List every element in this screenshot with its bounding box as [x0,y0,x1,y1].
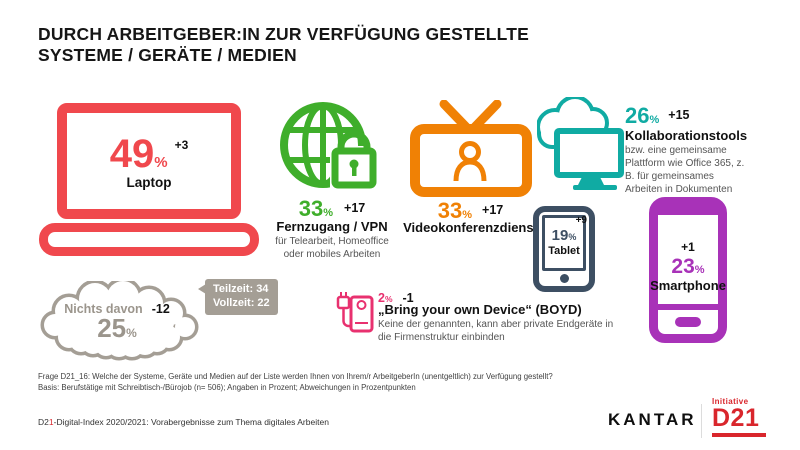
none-of-these-group: Nichts davon -12 25% [33,281,201,365]
cloud-outline-icon [40,281,199,361]
globe-lock-icon [280,102,378,190]
source-rest: -Digital-Index 2020/2021: Vorabergebniss… [53,417,329,427]
vpn-stat: 33% +17 [268,196,396,222]
video-percent-sign: % [462,209,473,221]
callout-line2: Vollzeit: 22 [213,297,270,310]
title-line1: DURCH ARBEITGEBER:IN ZUR VERFÜGUNG GESTE… [38,24,530,44]
none-label: Nichts davon [64,302,143,316]
vpn-percent-sign: % [323,207,334,219]
laptop-stat: 49% +3 Laptop [59,134,239,190]
video-label: Videokonferenzdienst [403,220,538,235]
logo-divider [701,404,702,438]
parttime-fulltime-callout: Teilzeit: 34 Vollzeit: 22 [198,279,278,315]
tv-person-icon [410,100,532,197]
video-stat: 33% +17 [418,198,523,224]
callout-line1: Teilzeit: 34 [213,283,269,295]
cloud-monitor-icon [537,97,624,190]
phone-charger-icon [336,292,374,333]
vpn-delta: +17 [344,201,366,216]
smartphone-value: 23 [671,254,695,278]
tablet-delta: +9 [575,215,587,226]
tablet-label: Tablet [548,244,580,257]
none-value-row: 25% [33,313,201,344]
video-delta: +17 [482,203,504,218]
laptop-icon [57,103,241,219]
smartphone-delta: +1 [681,240,695,254]
collab-stat: 26% +15 [625,103,689,129]
none-percent-sign: % [126,326,137,340]
smartphone-label: Smartphone [650,277,726,293]
none-stat-row: Nichts davon -12 [33,300,201,318]
tablet-frame [533,206,595,292]
video-value: 33 [437,198,463,223]
laptop-delta: +3 [174,138,189,152]
d21-logo-main-text: D21 [712,404,760,432]
source-red-digit: 1 [48,417,54,427]
footnote: Frage D21_16: Welche der Systeme, Geräte… [38,371,553,394]
none-value: 25 [97,313,127,343]
byod-delta: -1 [402,291,414,305]
tablet-percent-sign: % [568,232,577,242]
collab-delta: +15 [668,108,690,123]
source-prefix: D2 [38,417,49,427]
collab-label: Kollaborationstools [625,128,748,143]
byod-stat: 2% -1 [378,289,414,307]
kantar-logo: KANTAR [608,410,697,429]
vpn-value: 33 [298,196,324,221]
byod-sublabel: Keine der genannten, kann aber private E… [378,319,614,343]
smartphone-frame [649,197,727,343]
byod-value: 2 [378,291,385,305]
initiative-d21-logo: Initiative D21 [712,397,766,437]
byod-label: „Bring your own Device“ (BOYD) [378,302,582,317]
none-delta: -12 [151,302,170,316]
laptop-base-icon [39,223,259,256]
smartphone-stat: +1 23% Smartphone [647,240,729,294]
page-title: DURCH ARBEITGEBER:IN ZUR VERFÜGUNG GESTE… [38,24,529,66]
laptop-value: 49 [109,132,155,176]
laptop-label: Laptop [126,175,172,190]
tablet-home-button-icon [559,274,569,283]
smartphone-percent-sign: % [694,263,705,276]
tablet-stat: 19% Tablet [533,227,595,257]
smartphone-divider [657,304,719,310]
vpn-sublabel: für Telearbeit, Homeoffice oder mobiles … [275,236,389,260]
collab-value: 26 [625,103,650,128]
tablet-icon: +9 19% Tablet [533,206,595,292]
collab-percent-sign: % [649,114,660,126]
source-line: D21-Digital-Index 2020/2021: Vorabergebn… [38,417,329,427]
byod-percent-sign: % [384,294,393,304]
smartphone-icon: +1 23% Smartphone [649,197,727,343]
smartphone-home-button-icon [675,317,701,327]
footnote-basis: Basis: Berufstätige mit Schreibtisch-/Bü… [38,383,416,393]
d21-logo-underline [712,433,766,437]
tablet-screen [542,215,586,271]
laptop-percent-sign: % [154,154,168,171]
tablet-value: 19 [551,227,569,244]
footnote-question: Frage D21_16: Welche der Systeme, Geräte… [38,372,553,381]
title-line2: SYSTEME / GERÄTE / MEDIEN [38,45,297,65]
d21-logo-initiative-text: Initiative [712,397,749,406]
smartphone-speaker-band [657,205,719,215]
collab-sublabel: bzw. eine gemeinsame Plattform wie Offic… [625,145,745,195]
vpn-label: Fernzugang / VPN [276,219,388,234]
